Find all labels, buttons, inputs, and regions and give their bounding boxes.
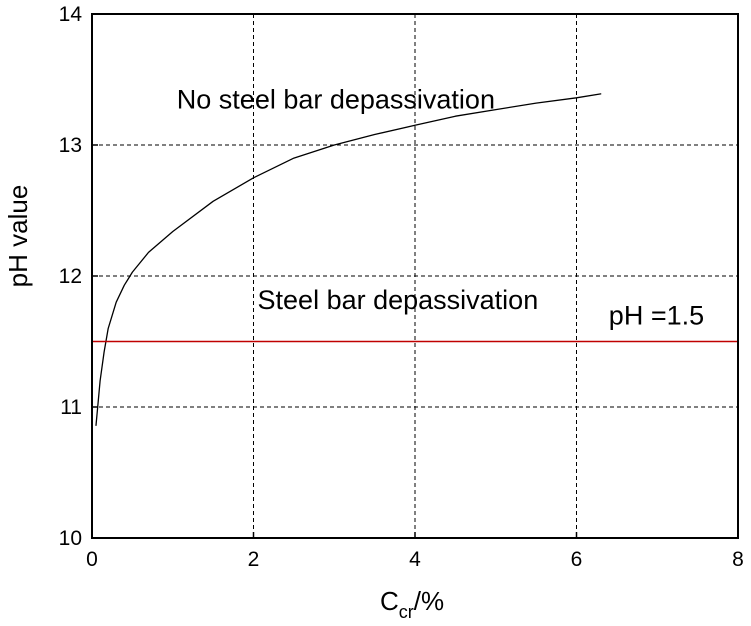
y-tick-label: 14 xyxy=(59,3,83,26)
grid xyxy=(92,14,738,538)
y-tick-label: 10 xyxy=(59,527,82,550)
series-line-0 xyxy=(95,93,602,426)
y-tick-label: 12 xyxy=(59,265,82,288)
x-tick-label: 2 xyxy=(248,548,260,571)
annotations: No steel bar depassivation Steel bar depa… xyxy=(177,84,704,330)
x-tick-label: 4 xyxy=(409,548,421,571)
y-axis-title: pH value xyxy=(3,185,33,288)
y-tick-label: 13 xyxy=(59,134,82,157)
annotation-depass: Steel bar depassivation xyxy=(258,285,539,315)
y-axis: 10 11 12 13 14 xyxy=(59,3,98,550)
x-axis-title-suffix: /% xyxy=(414,586,444,616)
y-tick-label: 11 xyxy=(60,396,82,419)
x-tick-label: 8 xyxy=(732,548,744,571)
x-axis-title-sub: cr xyxy=(399,602,414,621)
annotation-no-depass: No steel bar depassivation xyxy=(177,84,495,114)
x-axis: 0 2 4 6 8 xyxy=(86,532,744,571)
x-tick-label: 0 xyxy=(86,548,98,571)
annotation-ph-line: pH =1.5 xyxy=(609,300,704,330)
series-layer xyxy=(91,93,739,426)
x-axis-title: Ccr/% xyxy=(380,586,444,621)
x-tick-label: 6 xyxy=(571,548,583,571)
x-axis-title-main: C xyxy=(380,586,399,616)
